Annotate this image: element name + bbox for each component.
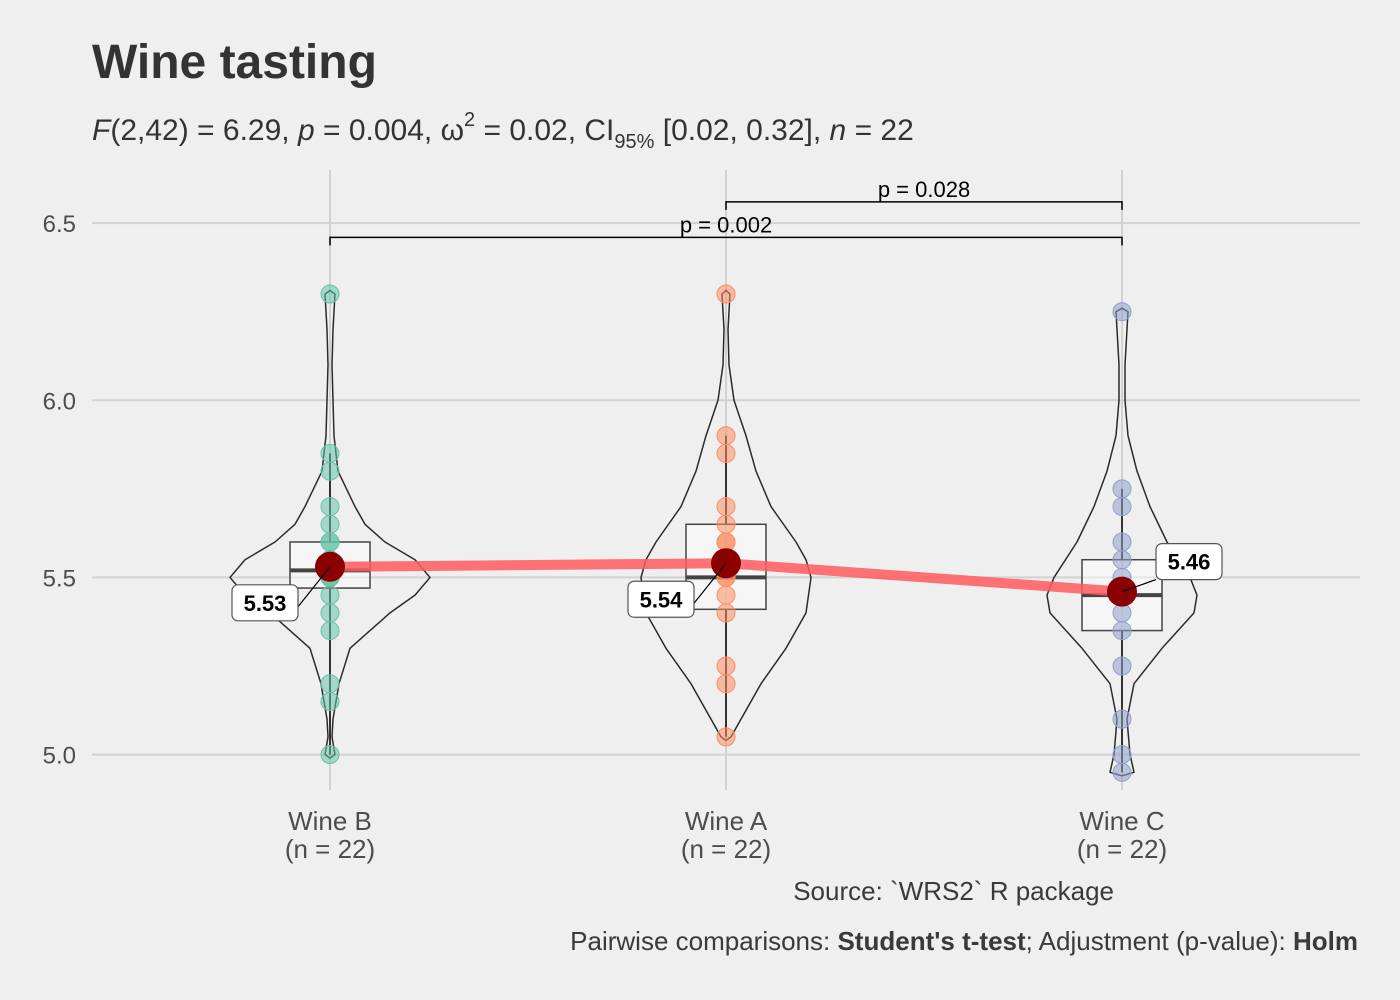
mean-label-box-2 (1155, 542, 1223, 581)
mean-label-box-1 (627, 580, 695, 618)
mean-label-0: 5.53 (244, 591, 287, 616)
data-point-0-18 (320, 284, 340, 304)
data-point-2-0 (1112, 762, 1132, 782)
mean-label-leader-0 (297, 566, 331, 608)
caption-prefix: Pairwise comparisons: (570, 926, 837, 956)
x-category-n-2: (n = 22) (1077, 834, 1167, 864)
x-category-label-0: Wine B (288, 806, 372, 836)
data-point-1-11 (716, 514, 736, 534)
subtitle-omega: ω (441, 114, 464, 147)
data-point-0-4 (320, 603, 340, 623)
x-category-label-2: Wine C (1079, 806, 1164, 836)
data-point-1-12 (716, 497, 736, 517)
mean-label-2: 5.46 (1168, 550, 1211, 575)
data-point-0-14 (320, 514, 340, 534)
mean-markers: 5.53 5.54 5.46 (231, 542, 1223, 622)
y-tick-label-1: 5.5 (43, 565, 76, 592)
data-point-0-16 (320, 461, 340, 481)
data-point-2-10 (1112, 532, 1132, 552)
data-point-1-2 (716, 656, 736, 676)
caption-middle: ; Adjustment (p-value): (1026, 926, 1293, 956)
chart-subtitle: F(2,42) = 6.29, p = 0.004, ω2 = 0.02, CI… (92, 109, 914, 153)
subtitle-f-label: F (92, 114, 112, 147)
data-point-2-9 (1112, 550, 1132, 570)
y-tick-label-0: 5.0 (43, 743, 76, 770)
subtitle-ci-sub: 95% (614, 131, 654, 153)
data-point-2-1 (1112, 745, 1132, 765)
data-point-0-1 (320, 691, 340, 711)
caption-method: Holm (1293, 926, 1358, 956)
subtitle-omega-sup: 2 (464, 109, 475, 131)
comparison-label-0: p = 0.028 (878, 177, 970, 202)
data-point-2-4 (1112, 621, 1132, 641)
data-point-2-2 (1112, 709, 1132, 729)
data-point-1-15 (716, 284, 736, 304)
mean-label-leader-2 (1121, 579, 1157, 593)
subtitle-n-label: n (830, 114, 847, 147)
mean-label-1: 5.54 (640, 587, 684, 612)
data-point-2-3 (1112, 656, 1132, 676)
data-point-1-14 (716, 426, 736, 446)
data-point-0-15 (320, 497, 340, 517)
data-point-1-1 (716, 674, 736, 694)
x-axis-labels: Wine B(n = 22)Wine A(n = 22)Wine C(n = 2… (285, 806, 1167, 864)
data-point-2-12 (1112, 479, 1132, 499)
data-point-0-5 (320, 585, 340, 605)
data-point-0-2 (320, 674, 340, 694)
comparison-label-1: p = 0.002 (680, 212, 772, 237)
x-category-label-1: Wine A (685, 806, 768, 836)
data-point-1-4 (716, 585, 736, 605)
data-point-2-11 (1112, 497, 1132, 517)
y-tick-label-3: 6.5 (43, 211, 76, 238)
subtitle-p-label: p (297, 114, 315, 147)
data-point-2-13 (1112, 302, 1132, 322)
pairwise-comparisons: p = 0.028 p = 0.002 (329, 177, 1123, 246)
subtitle-ci-value: [0.02, 0.32], (654, 114, 829, 147)
subtitle-p-value: = 0.004, (315, 114, 441, 147)
comparison-bracket-0 (725, 201, 1123, 210)
data-point-1-3 (716, 603, 736, 623)
mean-label-leader-1 (693, 562, 727, 604)
comparison-bracket-1 (329, 236, 1123, 246)
data-point-1-0 (716, 727, 736, 747)
x-category-n-0: (n = 22) (285, 834, 375, 864)
data-point-0-0 (320, 745, 340, 765)
subtitle-f-value: (2,42) = 6.29, (110, 114, 298, 147)
mean-label-box-0 (231, 584, 299, 622)
caption-pairwise: Pairwise comparisons: Student's t-test; … (570, 926, 1358, 956)
y-tick-label-2: 6.0 (43, 388, 76, 415)
subtitle-n-value: = 22 (846, 114, 914, 147)
data-point-0-3 (320, 621, 340, 641)
data-point-0-13 (320, 532, 340, 552)
chart-title: Wine tasting (92, 36, 377, 89)
data-point-1-13 (716, 443, 736, 463)
y-axis-ticks: 5.0 5.5 6.0 6.5 (43, 211, 76, 769)
data-point-0-17 (320, 443, 340, 463)
caption-test: Student's t-test (837, 926, 1026, 956)
subtitle-omega-value: = 0.02, CI (475, 114, 614, 147)
x-category-n-1: (n = 22) (681, 834, 771, 864)
caption-source: Source: `WRS2` R package (793, 876, 1114, 906)
